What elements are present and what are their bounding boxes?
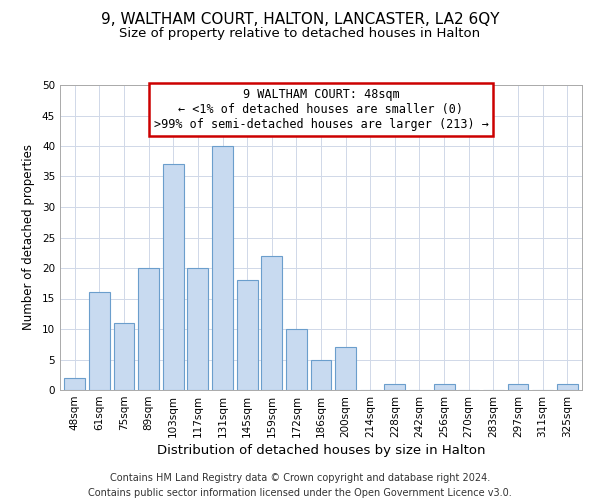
Bar [557,384,578,390]
X-axis label: Distribution of detached houses by size in Halton: Distribution of detached houses by size … [157,444,485,457]
Bar [113,323,134,390]
Text: 9, WALTHAM COURT, HALTON, LANCASTER, LA2 6QY: 9, WALTHAM COURT, HALTON, LANCASTER, LA2… [101,12,499,28]
Bar [212,146,233,390]
Bar [335,348,356,390]
Bar [434,384,455,390]
Bar [236,280,257,390]
Text: Contains HM Land Registry data © Crown copyright and database right 2024.
Contai: Contains HM Land Registry data © Crown c… [88,472,512,498]
Bar [163,164,184,390]
Bar [187,268,208,390]
Text: 9 WALTHAM COURT: 48sqm
← <1% of detached houses are smaller (0)
>99% of semi-det: 9 WALTHAM COURT: 48sqm ← <1% of detached… [154,88,488,131]
Bar [138,268,159,390]
Bar [385,384,406,390]
Bar [89,292,110,390]
Y-axis label: Number of detached properties: Number of detached properties [22,144,35,330]
Text: Size of property relative to detached houses in Halton: Size of property relative to detached ho… [119,28,481,40]
Bar [286,329,307,390]
Bar [261,256,282,390]
Bar [311,360,331,390]
Bar [64,378,85,390]
Bar [508,384,529,390]
